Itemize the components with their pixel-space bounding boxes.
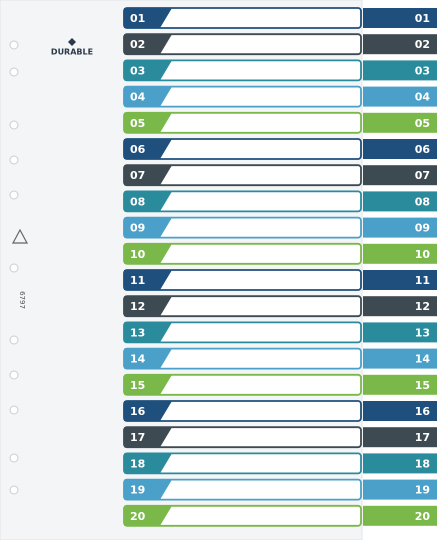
tab-right-label: 12: [415, 300, 430, 313]
tab-right-label: 17: [415, 431, 430, 444]
tab-label-box: [124, 479, 172, 500]
tab-extension: [363, 479, 437, 500]
tab-label-box: [124, 34, 172, 55]
tab-extension: [363, 296, 437, 317]
tab-left-label: 05: [130, 117, 145, 130]
tab-left-label: 18: [130, 457, 145, 470]
tab-label-box: [124, 374, 172, 395]
tab-label-box: [124, 165, 172, 186]
tab-label-box: [124, 296, 172, 317]
tab-right-label: 08: [415, 195, 430, 208]
tab-extension: [363, 348, 437, 369]
tab-left-label: 04: [130, 91, 146, 104]
tab-extension: [363, 374, 437, 395]
tab-label-box: [124, 139, 172, 159]
tab-right-label: 01: [415, 12, 430, 25]
tab-left-label: 17: [130, 431, 145, 444]
tab-extension: [363, 505, 437, 526]
tab-left-label: 07: [130, 169, 145, 182]
tab-extension: [363, 60, 437, 81]
tab-right-label: 18: [415, 457, 430, 470]
tab-extension: [363, 165, 437, 186]
recycle-icon: [11, 228, 29, 244]
tab-right-label: 05: [415, 117, 430, 130]
tab-right-label: 13: [415, 326, 430, 339]
tab-right-label: 19: [415, 484, 430, 497]
tab-extension: [363, 401, 437, 421]
tab-extension: [363, 191, 437, 212]
tab-extension: [363, 112, 437, 133]
tab-right-label: 11: [415, 274, 430, 287]
tab-right-label: 04: [415, 91, 431, 104]
tab-label-box: [124, 427, 172, 448]
tab-label-box: [124, 217, 172, 238]
tab-label-box: [124, 401, 172, 421]
tab-extension: [363, 86, 437, 107]
tab-left-label: 20: [130, 510, 146, 523]
tab-extension: [363, 270, 437, 290]
tab-left-label: 09: [130, 222, 145, 235]
tab-right-label: 02: [415, 38, 430, 51]
tab-left-label: 14: [130, 353, 146, 366]
tab-left-label: 02: [130, 38, 145, 51]
tab-label-box: [124, 191, 172, 212]
tab-extension: [363, 8, 437, 28]
tab-extension: [363, 322, 437, 343]
tab-extension: [363, 34, 437, 55]
tab-right-label: 03: [415, 64, 430, 77]
tab-extension: [363, 217, 437, 238]
tab-extension: [363, 453, 437, 474]
tab-left-label: 01: [130, 12, 145, 25]
brand: DURABLE: [51, 48, 93, 57]
tab-label-box: [124, 453, 172, 474]
tab-label-box: [124, 505, 172, 526]
punch-holes: [9, 40, 19, 495]
tab-extension: [363, 139, 437, 159]
tab-extension: [363, 427, 437, 448]
tab-left-label: 06: [130, 143, 146, 156]
tab-right-label: 15: [415, 379, 430, 392]
tab-left-label: 10: [130, 248, 146, 261]
tab-left-label: 12: [130, 300, 145, 313]
tab-rows: 01 01 02 02 03 03 04 04 05 05 06 06 07 07 08 08 09 09 10 10…: [123, 7, 437, 527]
tab-left-label: 19: [130, 484, 145, 497]
tab-left-label: 11: [130, 274, 145, 287]
tab-left-label: 15: [130, 379, 145, 392]
tab-label-box: [124, 270, 172, 290]
tab-label-box: [124, 8, 172, 28]
product-code: 6797: [18, 291, 26, 309]
tab-right-label: 20: [415, 510, 431, 523]
brand-logo: [68, 38, 76, 46]
tab-right-label: 14: [415, 353, 431, 366]
tab-right-label: 06: [415, 143, 431, 156]
tab-right-label: 16: [415, 405, 431, 418]
tab-label-box: [124, 322, 172, 343]
tab-extension: [363, 243, 437, 264]
tab-left-label: 03: [130, 64, 145, 77]
tab-right-label: 10: [415, 248, 431, 261]
tab-label-box: [124, 243, 172, 264]
tab-label-box: [124, 60, 172, 81]
tab-right-label: 07: [415, 169, 430, 182]
tab-right-label: 09: [415, 222, 430, 235]
tab-left-label: 08: [130, 195, 145, 208]
tab-label-box: [124, 112, 172, 133]
tab-left-label: 16: [130, 405, 146, 418]
tab-label-box: [124, 348, 172, 369]
tab-left-label: 13: [130, 326, 145, 339]
tab-label-box: [124, 86, 172, 107]
